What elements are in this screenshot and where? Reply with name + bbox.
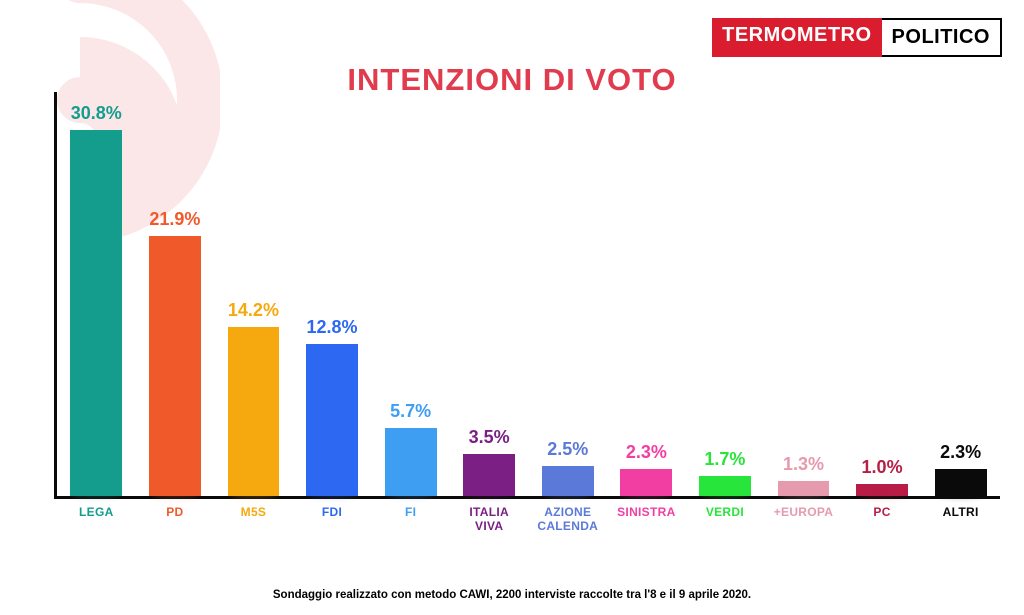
bar-value: 1.3% <box>783 454 824 475</box>
bar-label: +EUROPA <box>774 505 834 545</box>
bar: 5.7% <box>385 428 437 496</box>
bar-value: 2.3% <box>940 442 981 463</box>
bar-label: AZIONECALENDA <box>537 505 598 545</box>
bar: 2.3% <box>935 469 987 496</box>
bar: 3.5% <box>463 454 515 496</box>
bar-value: 3.5% <box>469 427 510 448</box>
bar-label: ALTRI <box>943 505 979 545</box>
bar-value: 5.7% <box>390 401 431 422</box>
bar-slot: 3.5% <box>450 92 529 496</box>
bar-chart: 30.8% 21.9% 14.2% 12.8% 5.7% 3.5% 2.5% 2.3% 1.7%… <box>54 92 1000 545</box>
labels-row: LEGA PD M5S FDI FI ITALIAVIVA AZIONECALENDA SIN… <box>57 499 1000 545</box>
bar-label: VERDI <box>706 505 744 545</box>
bar: 2.5% <box>542 466 594 496</box>
bar-slot: 2.3% <box>607 92 686 496</box>
logo-right: POLITICO <box>882 18 1002 57</box>
bar-slot: 2.3% <box>921 92 1000 496</box>
bar-value: 1.7% <box>704 449 745 470</box>
label-slot: PD <box>136 499 215 545</box>
bars-row: 30.8% 21.9% 14.2% 12.8% 5.7% 3.5% 2.5% 2.3% 1.7%… <box>57 92 1000 496</box>
logo-left: TERMOMETRO <box>712 18 881 57</box>
label-slot: PC <box>843 499 922 545</box>
bar-value: 14.2% <box>228 300 279 321</box>
bar-label: M5S <box>241 505 267 545</box>
bar-slot: 2.5% <box>528 92 607 496</box>
bar-value: 12.8% <box>306 317 357 338</box>
bar-value: 1.0% <box>862 457 903 478</box>
bar-slot: 5.7% <box>371 92 450 496</box>
bar-slot: 30.8% <box>57 92 136 496</box>
bar-slot: 1.0% <box>843 92 922 496</box>
bar-label: FDI <box>322 505 342 545</box>
footer-note: Sondaggio realizzato con metodo CAWI, 22… <box>0 589 1024 601</box>
bar-value: 2.3% <box>626 442 667 463</box>
bar: 1.3% <box>778 481 830 496</box>
bar-value: 30.8% <box>71 103 122 124</box>
bar-slot: 14.2% <box>214 92 293 496</box>
bar-label: SINISTRA <box>617 505 675 545</box>
label-slot: FDI <box>293 499 372 545</box>
label-slot: FI <box>371 499 450 545</box>
bar-value: 2.5% <box>547 439 588 460</box>
bar-slot: 21.9% <box>136 92 215 496</box>
label-slot: M5S <box>214 499 293 545</box>
label-slot: VERDI <box>686 499 765 545</box>
bar-label: LEGA <box>79 505 114 545</box>
bar-label: PC <box>873 505 890 545</box>
bar-label: FI <box>405 505 416 545</box>
bar: 12.8% <box>306 344 358 496</box>
bar: 30.8% <box>70 130 122 496</box>
bar: 1.7% <box>699 476 751 496</box>
label-slot: SINISTRA <box>607 499 686 545</box>
bar: 1.0% <box>856 484 908 496</box>
brand-logo: TERMOMETRO POLITICO <box>712 18 1002 57</box>
bar-label: PD <box>166 505 183 545</box>
bar-label: ITALIAVIVA <box>469 505 509 545</box>
bar-value: 21.9% <box>149 209 200 230</box>
label-slot: ALTRI <box>921 499 1000 545</box>
bar-slot: 1.7% <box>686 92 765 496</box>
bar-slot: 1.3% <box>764 92 843 496</box>
bar-slot: 12.8% <box>293 92 372 496</box>
bar: 2.3% <box>620 469 672 496</box>
label-slot: +EUROPA <box>764 499 843 545</box>
bar: 21.9% <box>149 236 201 496</box>
bar: 14.2% <box>228 327 280 496</box>
label-slot: AZIONECALENDA <box>528 499 607 545</box>
label-slot: LEGA <box>57 499 136 545</box>
label-slot: ITALIAVIVA <box>450 499 529 545</box>
